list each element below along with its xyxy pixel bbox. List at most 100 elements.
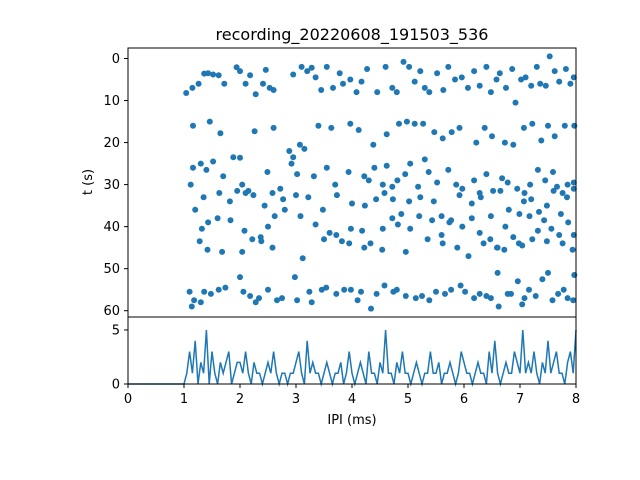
raster-point <box>528 82 535 89</box>
raster-point <box>383 131 390 138</box>
raster-point <box>527 181 534 188</box>
raster-point <box>483 293 490 299</box>
raster-point <box>281 206 288 213</box>
raster-point <box>205 70 212 77</box>
raster-point <box>533 63 540 70</box>
raster-point <box>434 70 441 77</box>
raster-point <box>459 223 466 230</box>
raster-point <box>471 68 478 75</box>
raster-point <box>459 185 466 192</box>
raster-point <box>373 196 380 203</box>
raster-point <box>521 295 528 302</box>
raster-point <box>328 124 335 131</box>
raster-point <box>419 293 425 299</box>
raster-point <box>291 274 298 281</box>
raster-point <box>297 213 304 220</box>
raster-point <box>239 181 246 188</box>
raster-point <box>468 215 475 222</box>
raster-point <box>192 206 199 213</box>
raster-point <box>473 139 480 146</box>
raster-point <box>480 240 487 247</box>
raster-point <box>456 192 463 199</box>
raster-point <box>221 80 228 87</box>
raster-point <box>183 90 190 96</box>
raster-point <box>195 80 202 87</box>
raster-point <box>554 183 560 190</box>
raster-point <box>250 192 257 199</box>
raster-point <box>340 80 346 87</box>
raster-point <box>205 219 212 226</box>
raster-point <box>347 76 354 83</box>
raster-point <box>207 290 214 297</box>
raster-point <box>332 181 339 188</box>
raster-point <box>200 194 207 201</box>
raster-point <box>529 120 536 127</box>
raster-point <box>371 164 378 171</box>
y-tick-label: 40 <box>103 220 120 235</box>
raster-point <box>464 84 471 91</box>
raster-point <box>448 286 455 293</box>
raster-point <box>417 68 424 75</box>
raster-point <box>240 288 247 295</box>
raster-point <box>270 87 277 93</box>
raster-point <box>196 238 203 245</box>
raster-point <box>512 99 519 106</box>
raster-point <box>239 248 246 255</box>
raster-point <box>398 211 405 217</box>
raster-point <box>526 286 532 293</box>
raster-point <box>379 225 386 232</box>
raster-point <box>242 80 249 87</box>
raster-plot: 0 10 20 30 40 50 60 t (s) <box>81 47 578 319</box>
raster-point <box>293 192 299 199</box>
raster-point <box>333 290 340 297</box>
raster-point <box>456 124 463 131</box>
raster-point <box>561 122 568 129</box>
raster-point <box>379 181 386 188</box>
raster-point <box>333 232 340 238</box>
raster-point <box>198 225 205 232</box>
raster-point <box>323 164 330 171</box>
raster-point <box>368 305 374 312</box>
raster-point <box>564 194 570 201</box>
raster-point <box>373 290 380 297</box>
raster-point <box>230 154 237 161</box>
raster-point <box>393 89 400 96</box>
raster-point <box>389 183 396 190</box>
raster-point <box>424 236 431 243</box>
raster-point <box>514 185 521 192</box>
raster-point <box>402 293 409 299</box>
raster-point <box>402 171 409 178</box>
raster-point <box>420 120 427 127</box>
raster-point <box>256 295 262 302</box>
raster-point <box>487 236 494 243</box>
raster-point <box>465 253 472 260</box>
raster-point <box>367 240 374 247</box>
raster-point <box>215 286 222 293</box>
raster-point <box>299 255 306 262</box>
raster-point <box>570 179 577 186</box>
raster-point <box>411 78 418 85</box>
y-tick-label: 50 <box>103 262 120 277</box>
raster-point <box>549 297 556 304</box>
raster-point <box>204 246 211 253</box>
raster-point <box>458 74 465 81</box>
raster-point <box>570 185 577 192</box>
raster-point <box>347 225 354 232</box>
raster-point <box>286 148 293 154</box>
raster-point <box>505 206 512 213</box>
raster-point <box>203 166 210 173</box>
raster-point <box>430 198 437 205</box>
raster-point <box>567 80 574 87</box>
raster-point <box>264 169 271 175</box>
raster-point <box>493 76 500 83</box>
raster-point <box>389 84 396 91</box>
raster-point <box>241 227 248 234</box>
raster-point <box>407 160 414 167</box>
raster-point <box>570 297 577 304</box>
raster-point <box>503 84 509 91</box>
raster-point <box>481 124 488 131</box>
raster-point <box>394 177 401 184</box>
raster-point <box>323 284 330 291</box>
x-tick-label: 4 <box>348 392 356 407</box>
